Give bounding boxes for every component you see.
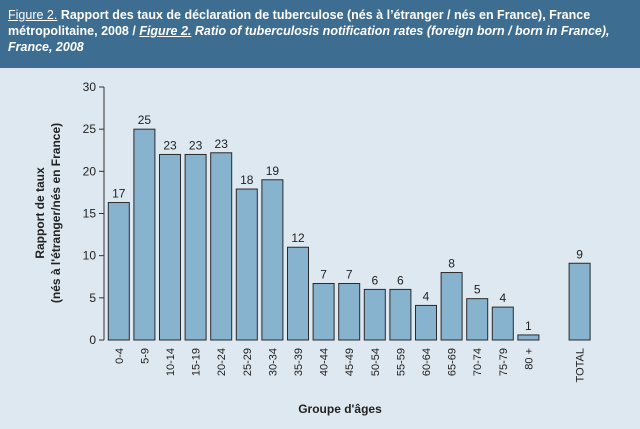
bar bbox=[287, 246, 309, 341]
bar-value-label: 12 bbox=[291, 231, 305, 245]
bar bbox=[363, 288, 386, 341]
y-axis: 0 5 10 15 20 25 30 bbox=[83, 80, 105, 347]
bar bbox=[133, 128, 156, 341]
y-tick-label: 0 bbox=[89, 333, 96, 347]
bar-value-label: 5 bbox=[474, 283, 481, 297]
x-axis-label: Groupe d'âges bbox=[298, 402, 382, 416]
bar bbox=[517, 334, 540, 341]
x-tick-label: 45-49 bbox=[344, 348, 356, 376]
y-tick-label: 10 bbox=[83, 249, 97, 263]
bar-value-label: 6 bbox=[371, 273, 378, 287]
x-tick-labels: 0-4 5-9 10-14 15-19 20-24 25-29 30-34 35-39 40-4… bbox=[114, 348, 587, 382]
bar bbox=[415, 304, 437, 341]
bar-value-label: 1 bbox=[525, 319, 532, 333]
x-tick-label: 0-4 bbox=[114, 348, 126, 364]
bar bbox=[107, 202, 130, 341]
y-tick-label: 30 bbox=[83, 80, 97, 94]
x-tick-label: 10-14 bbox=[165, 348, 177, 376]
bar-value-label: 17 bbox=[112, 187, 126, 201]
x-tick-label: 40-44 bbox=[319, 348, 331, 376]
y-tick-label: 20 bbox=[83, 164, 97, 178]
bar-value-label: 23 bbox=[215, 137, 229, 151]
figure-title-en: Ratio of tuberculosis notification rates… bbox=[8, 24, 610, 54]
bar-value-label: 19 bbox=[266, 164, 280, 178]
bar-value-label: 7 bbox=[346, 267, 353, 281]
bar bbox=[491, 306, 514, 341]
bar-value-label: 8 bbox=[448, 257, 455, 271]
bar bbox=[338, 282, 361, 341]
bar-value-label: 9 bbox=[576, 247, 583, 261]
y-tick-label: 15 bbox=[83, 207, 97, 221]
figure-header: Figure 2. Rapport des taux de déclaratio… bbox=[0, 0, 640, 68]
bars bbox=[107, 128, 591, 341]
x-tick-label: 15-19 bbox=[191, 348, 203, 376]
bar-value-label: 23 bbox=[163, 138, 177, 152]
bar-value-label: 4 bbox=[423, 289, 430, 303]
bar bbox=[568, 262, 591, 341]
bar-value-label: 23 bbox=[189, 138, 203, 152]
bar-value-label: 7 bbox=[320, 267, 327, 281]
x-tick-label: 75-79 bbox=[498, 348, 510, 376]
y-tick-label: 5 bbox=[89, 291, 96, 305]
x-tick-label: 35-39 bbox=[293, 348, 305, 376]
bar bbox=[210, 152, 233, 341]
bar bbox=[312, 282, 335, 341]
bar bbox=[466, 298, 489, 341]
x-tick-label: 65-69 bbox=[447, 348, 459, 376]
x-tick-label: 5-9 bbox=[139, 348, 151, 364]
figure-number-fr: Figure 2. bbox=[8, 8, 58, 22]
chart-panel: 0 5 10 15 20 25 30 17 25 23 23 23 18 19 12 7 7 6 6 4 8 5 4 1 9 … bbox=[0, 68, 640, 424]
bar-value-label: 6 bbox=[397, 273, 404, 287]
x-tick-label: 25-29 bbox=[242, 348, 254, 376]
bar bbox=[235, 188, 258, 341]
bar-value-label: 18 bbox=[240, 173, 254, 187]
x-tick-label: 70-74 bbox=[472, 348, 484, 376]
bar bbox=[261, 179, 284, 341]
bar bbox=[159, 153, 181, 341]
x-tick-label: TOTAL bbox=[575, 348, 587, 382]
x-tick-label: 60-64 bbox=[421, 348, 433, 376]
x-tick-label: 55-59 bbox=[395, 348, 407, 376]
x-tick-label: 20-24 bbox=[216, 348, 228, 376]
x-tick-label: 80 + bbox=[523, 348, 535, 370]
bar bbox=[389, 288, 412, 341]
y-axis-label-2: (nés à l'étranger/nés en France) bbox=[49, 123, 63, 303]
bar bbox=[184, 153, 207, 341]
y-tick-label: 25 bbox=[83, 122, 97, 136]
bar bbox=[440, 272, 463, 341]
figure-number-en: Figure 2. bbox=[139, 24, 192, 38]
bar-value-label: 4 bbox=[499, 291, 506, 305]
y-axis-label: Rapport de taux bbox=[33, 167, 47, 259]
figure-title-fr: Rapport des taux de déclaration de tuber… bbox=[8, 8, 591, 38]
x-tick-label: 50-54 bbox=[370, 348, 382, 376]
x-tick-label: 30-34 bbox=[267, 348, 279, 376]
bar-value-label: 25 bbox=[138, 113, 152, 127]
